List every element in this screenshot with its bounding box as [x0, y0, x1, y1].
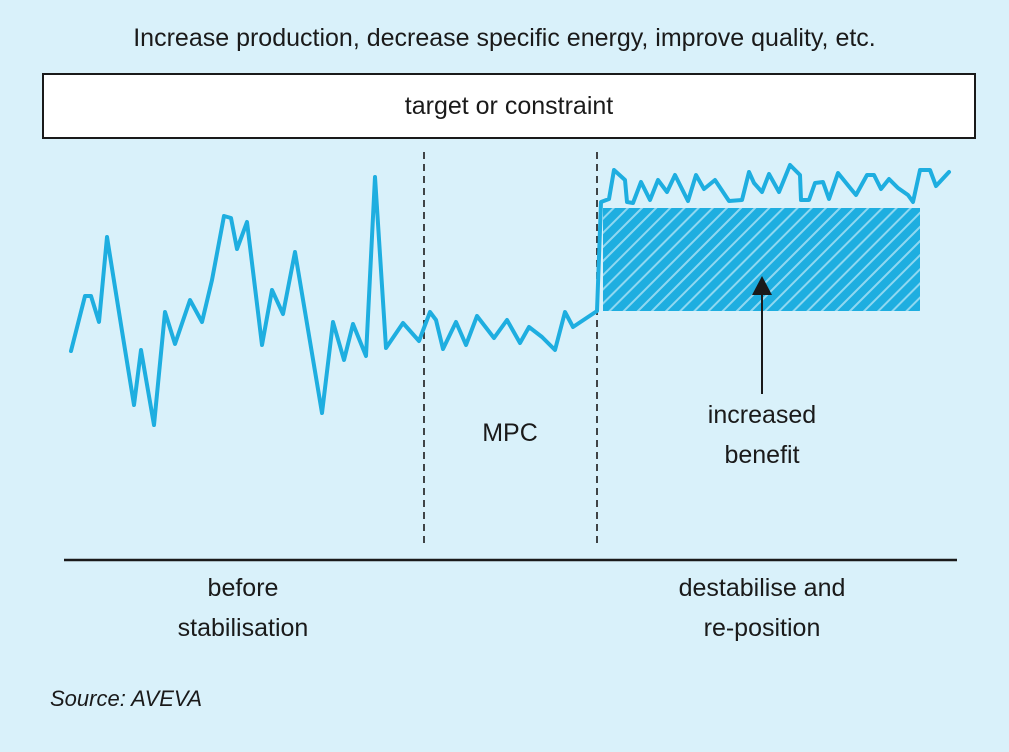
benefit-label-line-1: increased [707, 401, 817, 429]
source-credit: Source: AVEVA [50, 686, 203, 711]
benefit-arrow-head-icon [752, 276, 772, 295]
diagram-heading: Increase production, decrease specific e… [133, 24, 876, 52]
destab-label-line-2: re-position [703, 614, 821, 642]
process-signal-line [69, 163, 951, 427]
target-constraint-box: target or constraint [42, 73, 976, 139]
before-stabilisation-label: before stabilisation [133, 568, 353, 648]
destab-label-line-1: destabilise and [678, 574, 846, 602]
before-label-line-2: stabilisation [177, 614, 309, 642]
increased-benefit-label: increased benefit [662, 395, 862, 475]
target-constraint-label: target or constraint [404, 91, 614, 120]
mpc-label: MPC [482, 419, 538, 447]
benefit-label-line-2: benefit [724, 441, 800, 469]
before-label-line-1: before [207, 574, 279, 602]
destabilise-reposition-label: destabilise and re-position [637, 568, 887, 648]
